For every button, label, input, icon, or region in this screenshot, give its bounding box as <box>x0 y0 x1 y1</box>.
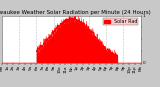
Title: Milwaukee Weather Solar Radiation per Minute (24 Hours): Milwaukee Weather Solar Radiation per Mi… <box>0 10 151 15</box>
Legend: Solar Rad: Solar Rad <box>103 18 138 25</box>
